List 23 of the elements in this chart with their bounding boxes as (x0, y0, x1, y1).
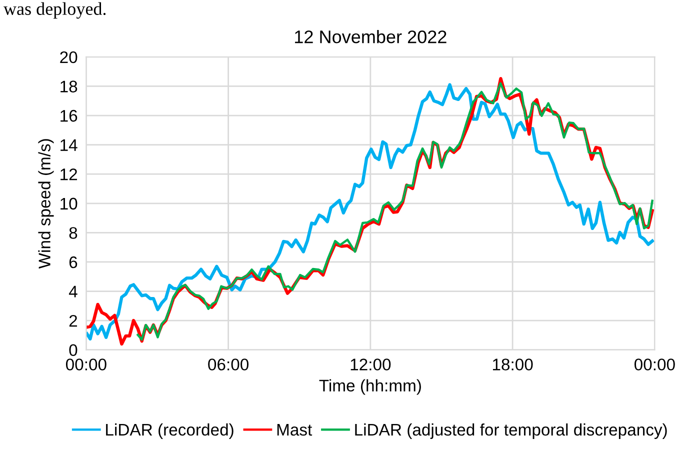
y-tick-label: 8 (69, 227, 78, 239)
y-tick-label: 20 (60, 51, 78, 64)
y-tick-label: 10 (60, 198, 78, 210)
y-tick-label: 16 (60, 110, 78, 122)
y-axis-title: Wind speed (m/s) (38, 139, 54, 269)
y-tick-label: 18 (60, 80, 78, 92)
x-axis-title: Time (hh:mm) (319, 379, 421, 395)
legend-label: LiDAR (recorded) (106, 423, 234, 439)
y-tick-label: 0 (69, 344, 78, 356)
x-tick-label: 18:00 (492, 358, 533, 370)
text: was deployed. (3, 2, 106, 19)
y-tick-label: 4 (68, 286, 78, 298)
y-tick-label: 2 (69, 314, 78, 327)
y-tick-label: 12 (60, 168, 78, 180)
chart-title: 12 November 2022 (295, 30, 446, 44)
x-tick-label: 00:00 (634, 358, 675, 370)
x-tick-label: 12:00 (350, 358, 391, 370)
x-tick-label: 00:00 (66, 358, 106, 370)
y-tick-label: 6 (69, 256, 78, 268)
y-tick-label: 14 (60, 139, 78, 151)
x-tick-label: 06:00 (208, 358, 249, 370)
legend-label: Mast (277, 424, 312, 436)
legend-label: LiDAR (adjusted for temporal discrepancy) (355, 423, 667, 439)
